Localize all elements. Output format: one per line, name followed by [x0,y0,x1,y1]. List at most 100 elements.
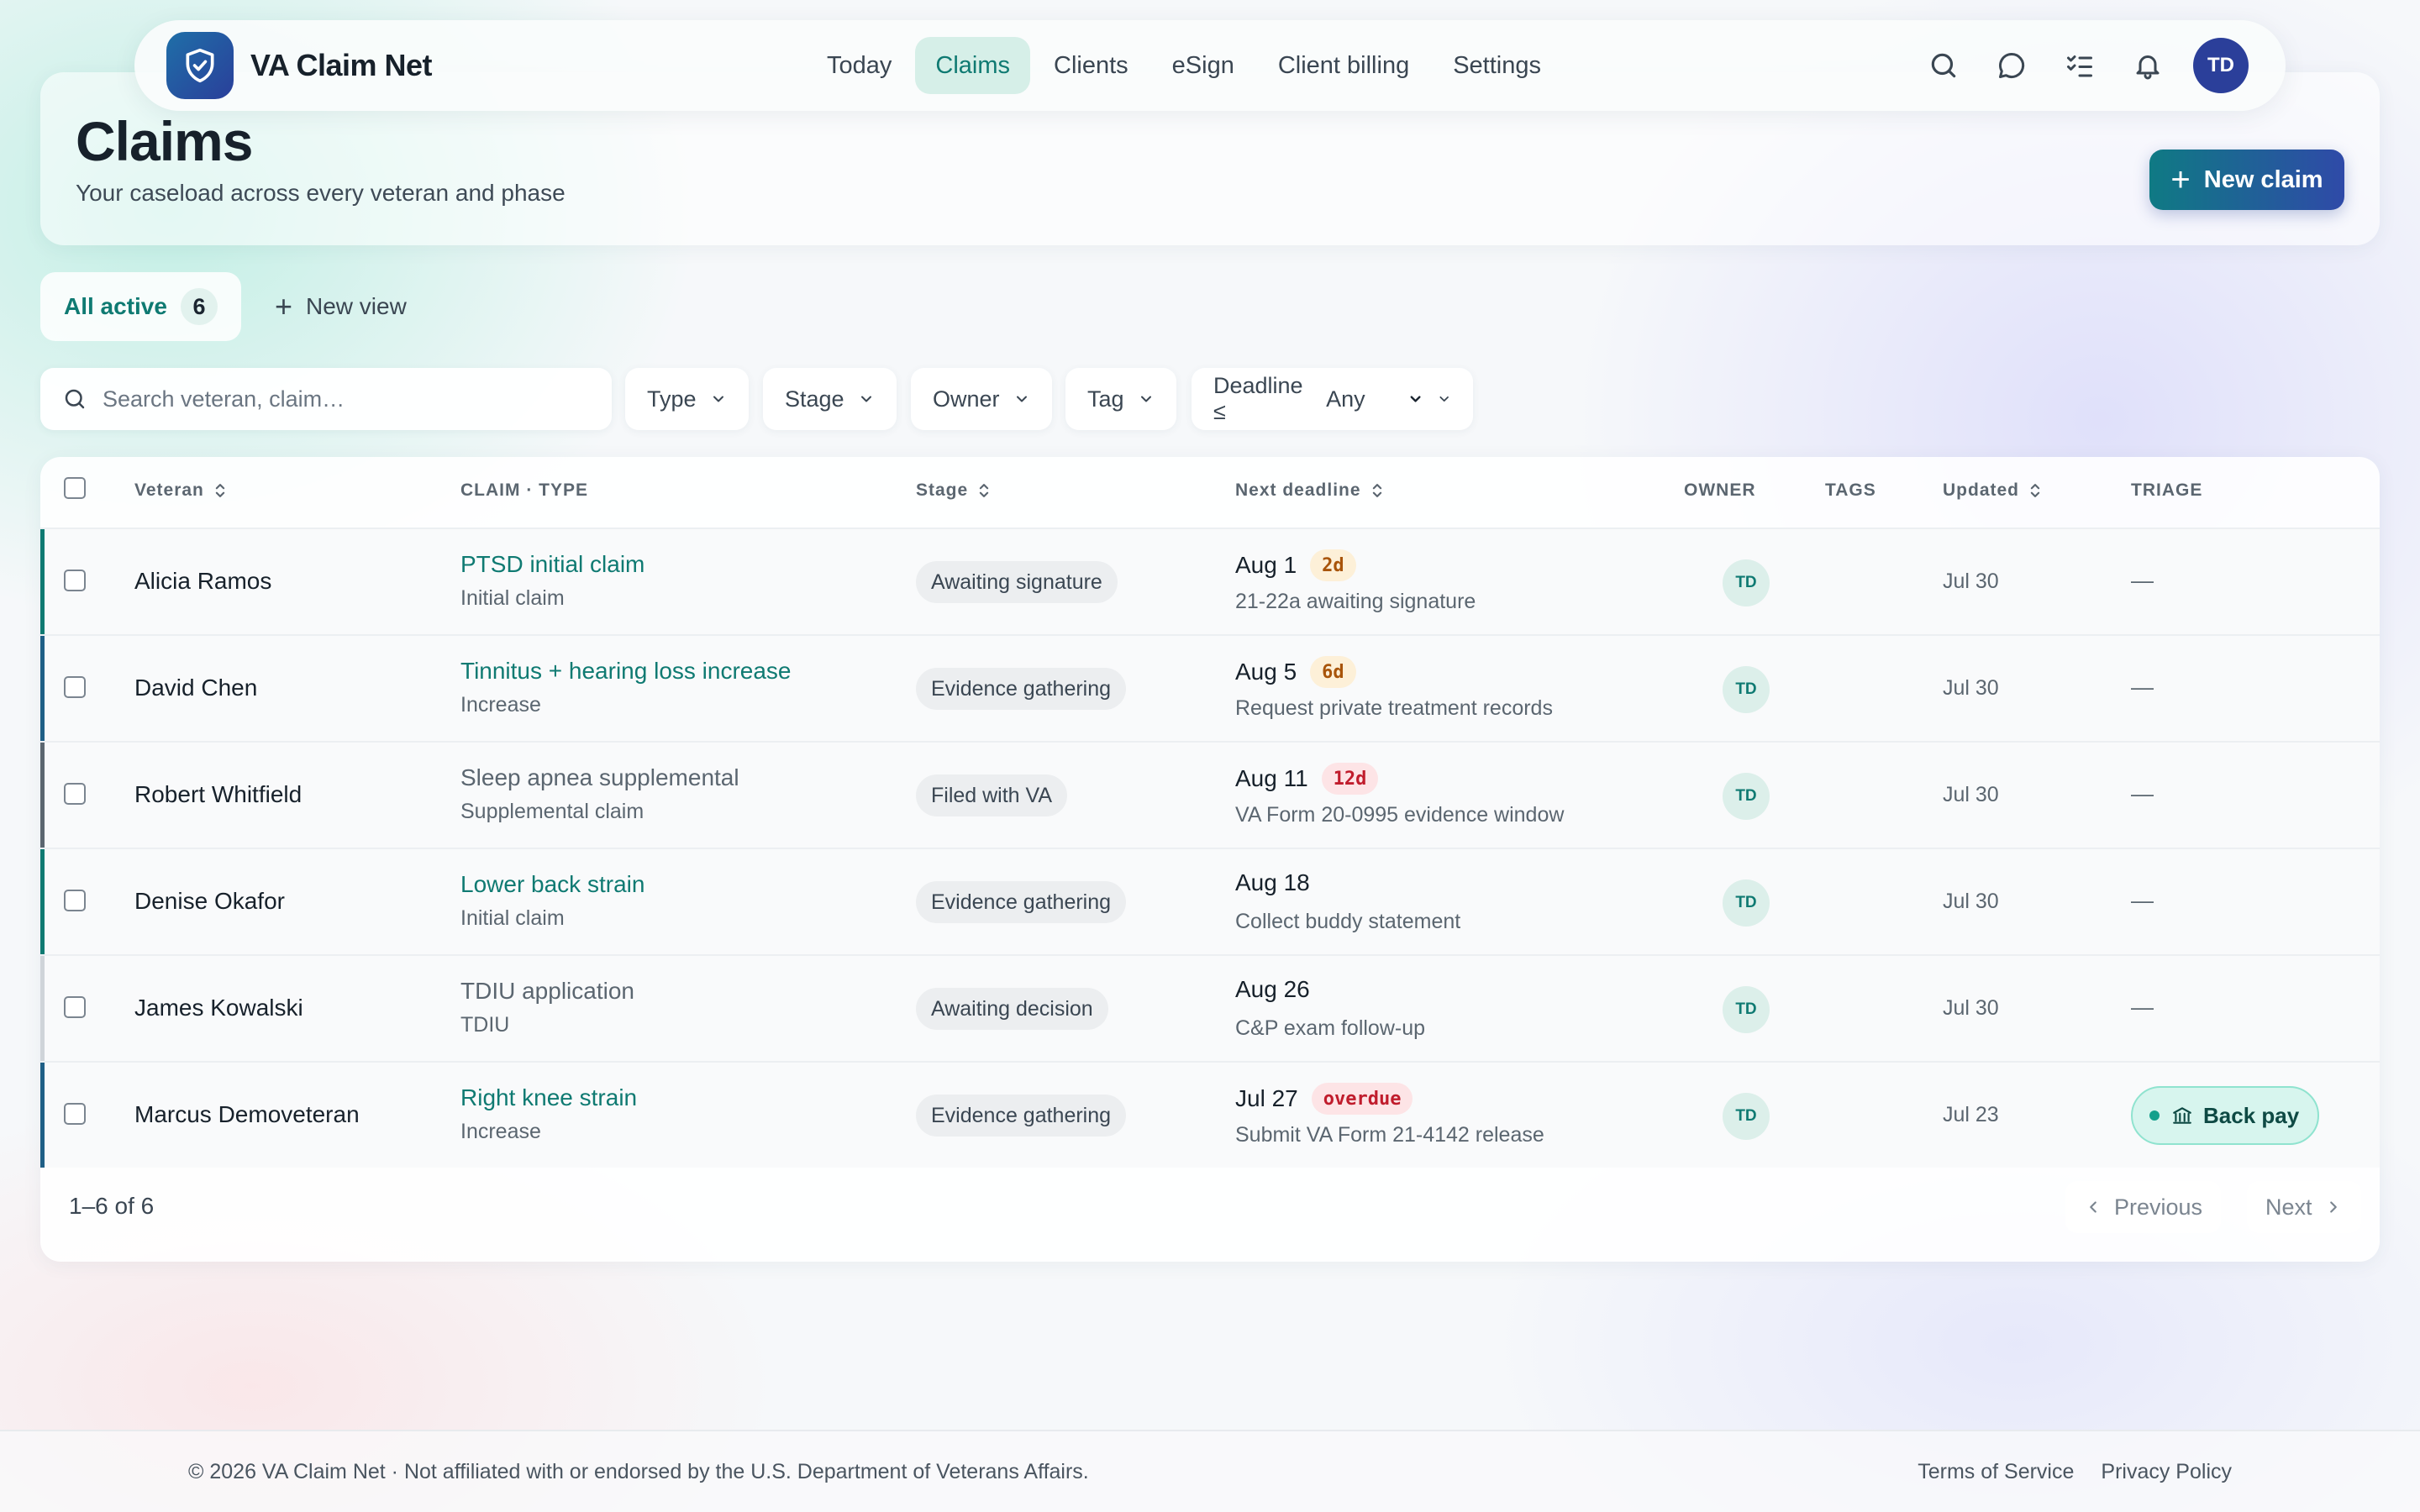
claim-title-link[interactable]: Sleep apnea supplemental [460,764,739,790]
bank-icon [2173,1107,2191,1124]
user-avatar[interactable]: TD [2193,38,2249,93]
chevron-down-icon [1410,396,1421,402]
row-checkbox[interactable] [64,996,86,1018]
row-accent [40,1063,45,1168]
new-claim-button[interactable]: + New claim [2149,150,2344,210]
column-stage-label: Stage [916,480,969,500]
deadline-select[interactable]: Any [1326,386,1365,412]
chevron-right-icon [2329,1201,2337,1213]
nav-claims[interactable]: Claims [915,37,1031,94]
row-checkbox[interactable] [64,1103,86,1125]
table-row[interactable]: Marcus Demoveteran Right knee strain Incre… [40,1061,2380,1168]
main-nav: Today Claims Clients eSign Client billin… [807,37,1565,94]
veteran-name[interactable]: Alicia Ramos [134,568,272,594]
claim-type: Supplemental claim [460,800,644,823]
veteran-name[interactable]: Marcus Demoveteran [134,1101,360,1127]
footer-links: Terms of Service Privacy Policy [1891,1460,2232,1484]
table-row[interactable]: James Kowalski TDIU application TDIU Awaiti… [40,954,2380,1061]
row-checkbox[interactable] [64,570,86,591]
deadline-badge: 2d [1310,549,1356,581]
nav-esign[interactable]: eSign [1171,51,1234,79]
stage-badge: Awaiting decision [916,988,1108,1030]
row-checkbox[interactable] [64,783,86,805]
veteran-name[interactable]: Robert Whitfield [134,781,302,807]
nav-clients[interactable]: Clients [1054,51,1128,79]
plus-icon: + [274,289,292,323]
owner-avatar[interactable]: TD [1723,879,1770,927]
search-icon[interactable] [1915,37,1972,94]
veteran-name[interactable]: James Kowalski [134,995,303,1021]
nav-client-billing[interactable]: Client billing [1277,51,1410,79]
veteran-name[interactable]: David Chen [134,675,258,701]
updated-date: Jul 30 [1943,996,1999,1020]
column-claim-type: CLAIM · TYPE [460,480,588,501]
column-next-deadline[interactable]: Next deadline [1235,480,1385,501]
triage-value: — [2131,675,2154,700]
column-claim-type-label: CLAIM · TYPE [460,480,588,500]
column-updated[interactable]: Updated [1943,480,2043,501]
owner-avatar[interactable]: TD [1723,559,1770,606]
brand[interactable]: VA Claim Net [166,32,433,99]
owner-avatar[interactable]: TD [1723,666,1770,713]
updated-date: Jul 30 [1943,676,1999,700]
deadline-filter[interactable]: Deadline ≤ Any [1192,368,1474,430]
claim-title-link[interactable]: TDIU application [460,978,634,1004]
deadline-date: Aug 1 [1235,552,1297,578]
type-filter[interactable]: Type [625,368,749,430]
status-dot [2149,1110,2160,1121]
select-all-checkbox[interactable] [64,477,86,499]
deadline-note: 21-22a awaiting signature [1235,590,1476,613]
veteran-name[interactable]: Denise Okafor [134,888,285,914]
claim-title-link[interactable]: PTSD initial claim [460,551,645,577]
search-field[interactable] [40,368,612,430]
chat-icon[interactable] [1983,37,2040,94]
table-row[interactable]: Robert Whitfield Sleep apnea supplemental… [40,741,2380,848]
terms-link[interactable]: Terms of Service [1918,1460,2075,1483]
table-row[interactable]: Alicia Ramos PTSD initial claim Initial cl… [40,528,2380,634]
table-row[interactable]: Denise Okafor Lower back strain Initial cl… [40,848,2380,954]
sort-icon [1372,484,1381,497]
nav-today[interactable]: Today [827,51,892,79]
deadline-note: VA Form 20-0995 evidence window [1235,803,1565,827]
chevron-down-icon [713,396,723,402]
deadline-badge: 6d [1310,656,1356,688]
table-row[interactable]: David Chen Tinnitus + hearing loss increa… [40,634,2380,741]
back-pay-tag[interactable]: Back pay [2131,1086,2320,1145]
column-stage[interactable]: Stage [916,480,992,501]
claim-title-link[interactable]: Tinnitus + hearing loss increase [460,658,792,684]
pagination-range: 1–6 of 6 [69,1193,155,1219]
search-input[interactable] [103,386,573,412]
stage-filter[interactable]: Stage [763,368,897,430]
new-view-button[interactable]: + New view [275,291,407,322]
row-accent [40,743,45,848]
page-subtitle: Your caseload across every veteran and p… [76,180,566,206]
owner-avatar[interactable]: TD [1723,1093,1770,1140]
claim-type: Initial claim [460,586,565,610]
claim-title-link[interactable]: Right knee strain [460,1084,638,1110]
previous-page-button[interactable]: Previous [2065,1181,2222,1233]
checklist-icon[interactable] [2051,37,2108,94]
tag-filter[interactable]: Tag [1065,368,1176,430]
claim-title-link[interactable]: Lower back strain [460,871,645,897]
owner-avatar[interactable]: TD [1723,986,1770,1033]
deadline-note: Collect buddy statement [1235,910,1461,933]
deadline-date-wrap: Aug 5 6d [1235,656,1356,688]
row-checkbox[interactable] [64,890,86,911]
owner-avatar[interactable]: TD [1723,773,1770,820]
view-tab-all-active[interactable]: All active 6 [40,272,241,341]
row-checkbox[interactable] [64,676,86,698]
owner-filter[interactable]: Owner [911,368,1052,430]
footer-notice: © 2026 VA Claim Net · Not affiliated wit… [188,1460,1089,1483]
column-veteran[interactable]: Veteran [134,480,228,501]
plus-icon: + [2170,161,2191,198]
new-view-label: New view [305,293,407,319]
column-veteran-label: Veteran [134,480,204,500]
privacy-link[interactable]: Privacy Policy [2101,1460,2232,1483]
deadline-note: Submit VA Form 21-4142 release [1235,1123,1544,1147]
bell-icon[interactable] [2119,37,2176,94]
next-page-button[interactable]: Next [2247,1181,2361,1233]
nav-settings[interactable]: Settings [1453,51,1541,79]
updated-date: Jul 23 [1943,1103,1999,1126]
tag-filter-label: Tag [1087,386,1124,412]
stage-badge: Evidence gathering [916,1095,1127,1137]
